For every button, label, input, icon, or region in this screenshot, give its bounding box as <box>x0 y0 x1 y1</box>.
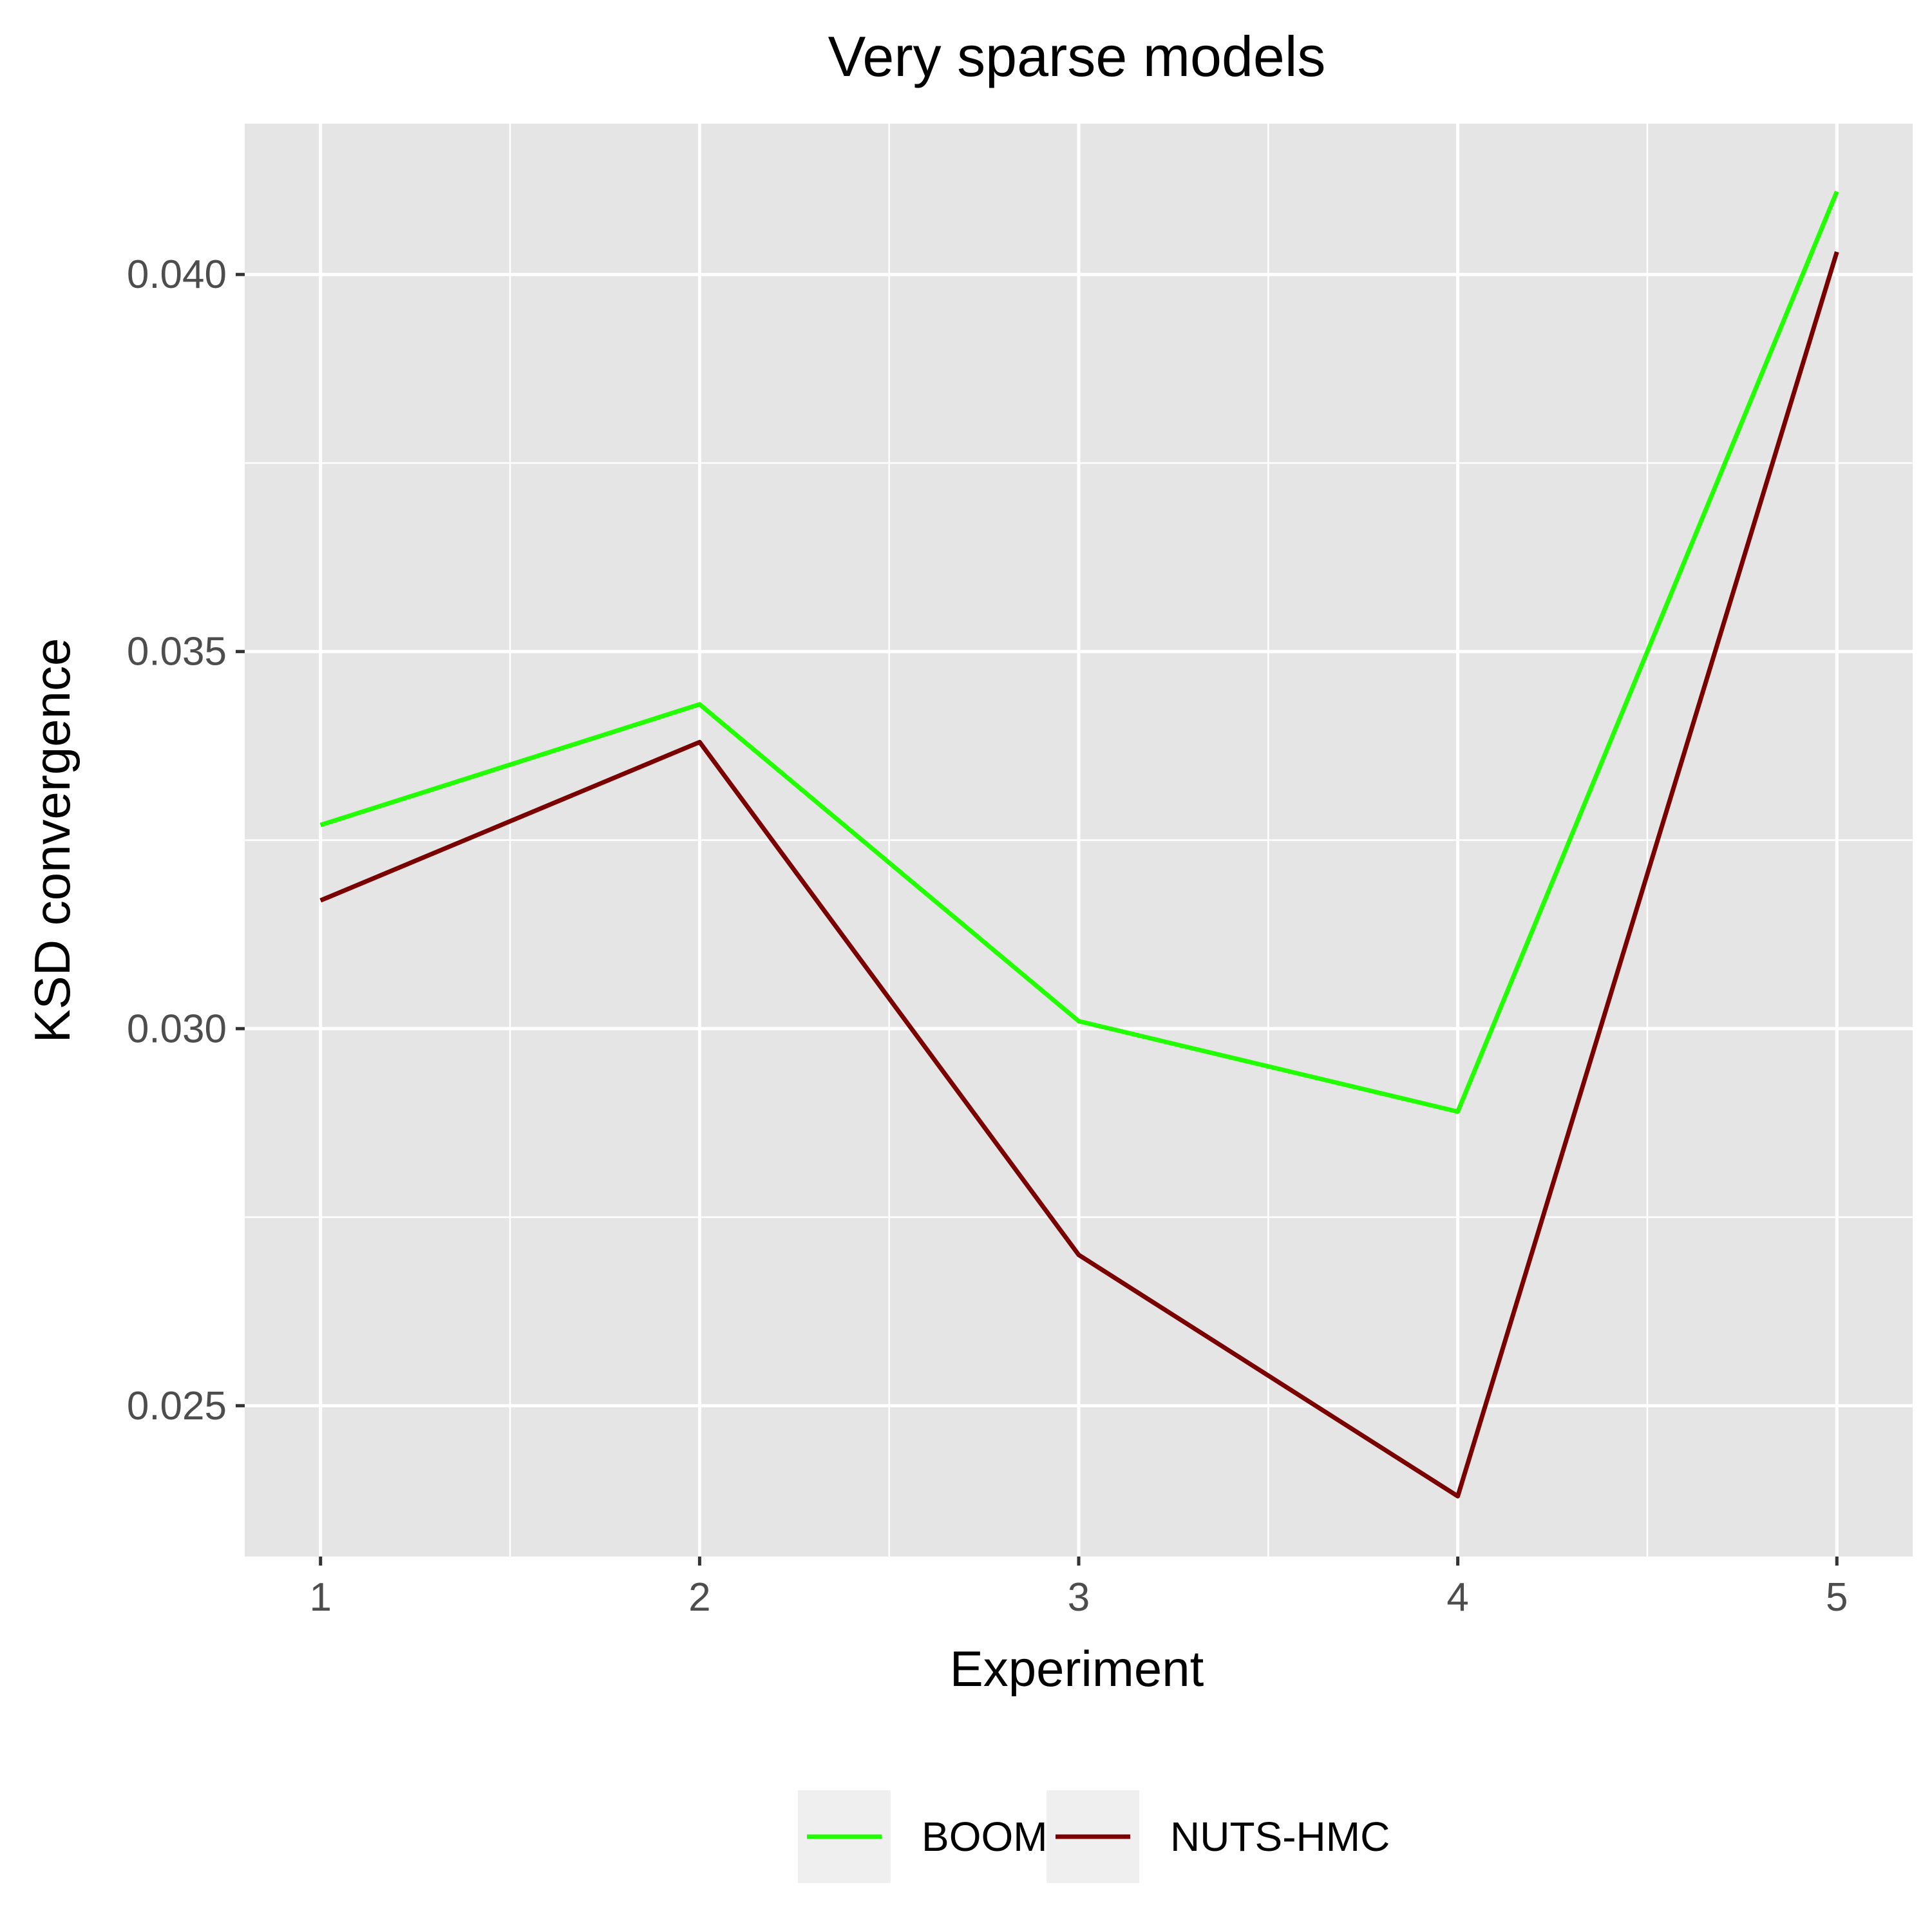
x-axis-title: Experiment <box>950 1640 1204 1697</box>
x-tick-label: 3 <box>1068 1575 1090 1620</box>
y-axis: 0.025 0.030 0.035 0.040 <box>127 252 245 1428</box>
major-gridlines <box>245 124 1913 1557</box>
y-tick-label: 0.035 <box>127 630 227 674</box>
series-line-nuts-hmc <box>319 251 1839 1499</box>
legend-label: BOOM <box>922 1814 1048 1860</box>
legend-item-boom: BOOM <box>798 1790 1048 1883</box>
series-line-boom <box>319 191 1839 1114</box>
x-tick-label: 5 <box>1826 1575 1848 1620</box>
legend: BOOM NUTS-HMC <box>798 1790 1390 1883</box>
y-tick-label: 0.025 <box>127 1384 227 1428</box>
x-axis: 1 2 3 4 5 <box>309 1557 1848 1620</box>
x-tick-label: 4 <box>1446 1575 1468 1620</box>
series-lines <box>319 191 1839 1499</box>
chart-title: Very sparse models <box>828 24 1326 88</box>
legend-label: NUTS-HMC <box>1170 1814 1390 1860</box>
x-tick-label: 2 <box>688 1575 710 1620</box>
y-tick-label: 0.040 <box>127 252 227 297</box>
legend-item-nuts-hmc: NUTS-HMC <box>1046 1790 1390 1883</box>
x-tick-label: 1 <box>309 1575 331 1620</box>
y-tick-label: 0.030 <box>127 1007 227 1051</box>
y-axis-title: KSD convergence <box>24 638 80 1043</box>
